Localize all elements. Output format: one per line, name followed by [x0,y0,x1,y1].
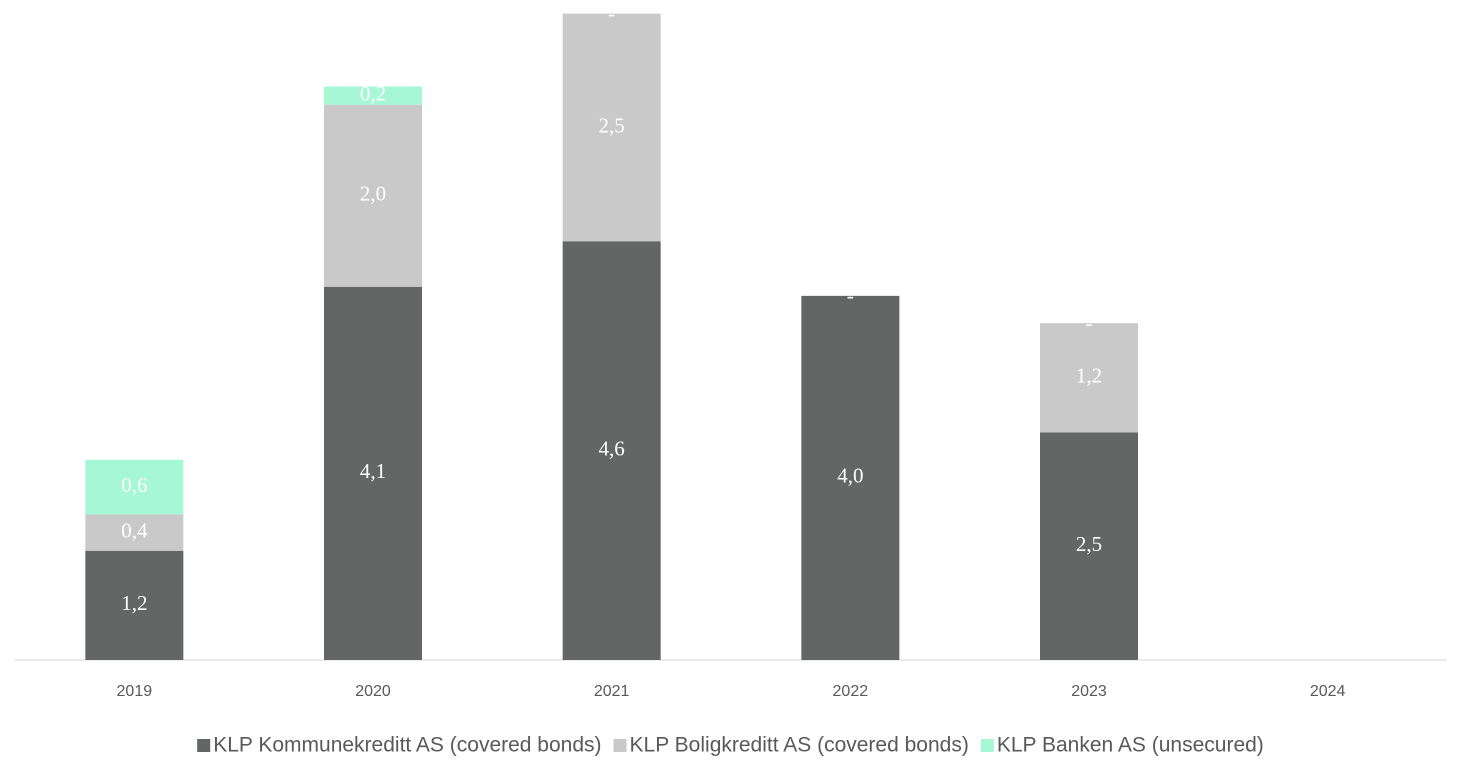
value-label: 0,6 [121,473,147,497]
bar-segment [85,550,184,660]
value-label: - [847,284,854,308]
value-label: 4,0 [837,464,863,488]
value-label: 0,2 [360,81,386,105]
value-label: - [1086,311,1093,335]
value-label: 2,0 [360,182,386,206]
value-label: - [847,284,854,308]
bar-segment [801,295,900,660]
legend-swatch [197,739,211,752]
bar-segment [1040,323,1138,433]
x-tick-label: 2021 [594,683,630,700]
x-tick-label: 2022 [833,683,869,700]
bar-segment [562,241,661,660]
value-label: 4,6 [599,436,625,460]
x-tick-label: 2020 [355,683,391,700]
legend-swatch [980,739,994,752]
x-tick-label: 2023 [1071,683,1107,700]
x-tick-label: 2019 [117,683,153,700]
legend-swatch [613,739,627,752]
value-label: - [608,1,615,25]
bar-segment [85,514,184,551]
legend-label: KLP Kommunekreditt AS (covered bonds) [213,734,601,757]
bar-segment [1040,432,1138,660]
bar-segment [85,459,184,515]
bar-segment [324,104,422,287]
value-label: 0,4 [121,518,148,542]
value-label: 4,1 [360,459,386,483]
bar-segment [324,286,422,660]
bar-segment [562,13,661,242]
value-label: 1,2 [1076,364,1102,388]
bar-segment [324,86,422,105]
legend-label: KLP Banken AS (unsecured) [997,734,1264,757]
x-tick-label: 2024 [1310,683,1346,700]
value-label: 2,5 [599,113,625,137]
value-label: 1,2 [121,591,147,615]
value-label: 2,5 [1076,532,1102,556]
legend: KLP Kommunekreditt AS (covered bonds) KLP… [197,734,1264,757]
legend-label: KLP Boligkreditt AS (covered bonds) [630,734,969,757]
